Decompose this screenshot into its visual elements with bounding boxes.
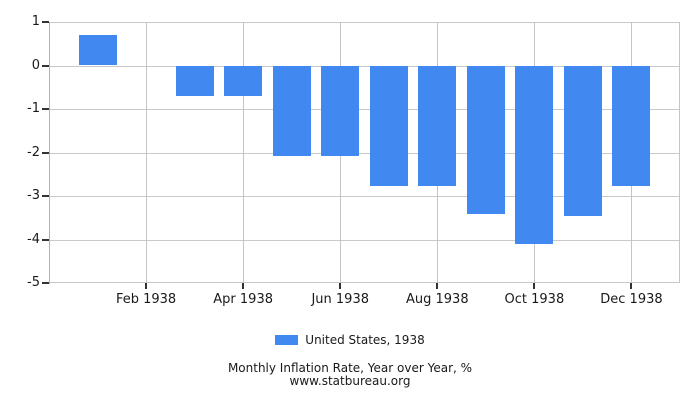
v-gridline	[242, 22, 244, 283]
x-axis-tick	[630, 283, 633, 289]
y-axis-label: -5	[27, 275, 40, 290]
plot-right-border	[679, 22, 680, 283]
bar-nov-1938	[563, 65, 602, 216]
y-axis-label: 0	[31, 57, 40, 73]
h-gridline	[49, 282, 680, 283]
bar-oct-1938	[515, 65, 554, 245]
bar-aug-1938	[418, 65, 457, 186]
bar-jul-1938	[369, 65, 408, 186]
bar-apr-1938	[224, 65, 263, 96]
bar-mar-1938	[175, 65, 214, 96]
y-axis-line	[49, 22, 50, 284]
h-gridline	[49, 152, 680, 154]
chart-footer: Monthly Inflation Rate, Year over Year, …	[0, 362, 700, 388]
y-axis-label: -1	[27, 101, 40, 116]
x-axis-label: Aug 1938	[405, 292, 469, 307]
y-axis-tick	[42, 64, 49, 67]
y-axis-label: -3	[27, 188, 40, 203]
plot-area	[42, 21, 680, 289]
legend-swatch	[275, 335, 299, 345]
x-axis-label: Oct 1938	[504, 292, 565, 307]
x-axis-tick	[533, 283, 536, 289]
y-axis-tick	[42, 108, 49, 110]
legend-label: United States, 1938	[305, 333, 425, 347]
y-axis-tick	[42, 151, 49, 154]
bar-jun-1938	[321, 65, 360, 156]
y-axis-label: -4	[27, 231, 40, 247]
v-gridline	[145, 22, 147, 283]
chart-source-url: www.statbureau.org	[289, 374, 411, 388]
x-axis-label: Apr 1938	[213, 292, 273, 307]
y-axis-tick	[42, 21, 49, 23]
y-axis-tick	[42, 195, 49, 197]
h-gridline	[49, 22, 680, 23]
y-axis-label: -2	[27, 144, 40, 160]
legend: United States, 1938	[0, 333, 700, 347]
bar-sep-1938	[466, 65, 505, 215]
chart-title: Monthly Inflation Rate, Year over Year, …	[227, 361, 473, 375]
h-gridline	[49, 196, 680, 197]
x-axis-label: Dec 1938	[600, 292, 663, 307]
h-gridline	[49, 65, 680, 67]
bar-jan-1938	[78, 34, 117, 66]
x-axis-tick	[339, 283, 342, 289]
x-axis-label: Jun 1938	[311, 292, 369, 307]
x-axis-tick	[145, 283, 148, 289]
bar-dec-1938	[612, 65, 651, 187]
h-gridline	[49, 239, 680, 241]
h-gridline	[49, 109, 680, 110]
y-axis-tick	[42, 282, 49, 284]
bar-may-1938	[272, 65, 311, 156]
x-axis-tick	[242, 283, 245, 289]
y-axis-tick	[42, 238, 49, 241]
y-axis-label: 1	[31, 14, 40, 29]
x-axis-label: Feb 1938	[115, 292, 177, 307]
x-axis-tick	[436, 283, 439, 289]
